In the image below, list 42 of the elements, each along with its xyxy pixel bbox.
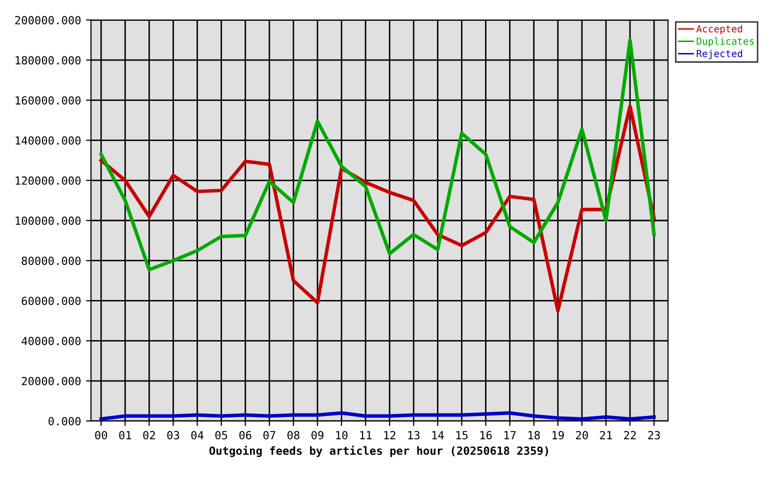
y-tick-label: 60000.000 [22, 296, 81, 306]
y-tick-label: 140000.000 [16, 136, 81, 145]
x-tick-label: 02 [143, 430, 155, 440]
y-tick-label: 80000.000 [22, 256, 81, 266]
line-series [99, 104, 656, 312]
x-tick-label: 16 [480, 430, 492, 440]
y-tick-label: 200000.000 [15, 16, 81, 24]
x-tick-label: 00 [95, 430, 108, 440]
x-tick-label: 23 [648, 430, 660, 440]
x-tick-label: 05 [215, 430, 228, 440]
x-tick-label: 21 [600, 430, 612, 440]
x-tick-label: 03 [167, 430, 180, 440]
x-tick-label: 01 [119, 430, 132, 440]
y-tick-label: 40000.000 [22, 336, 81, 346]
x-tick-label: 13 [408, 430, 420, 440]
x-tick-label: 11 [360, 431, 372, 440]
legend-label: Rejected [696, 50, 742, 60]
x-tick-label: 17 [504, 431, 516, 440]
x-tick-label: 19 [552, 430, 564, 440]
y-tick-label: 0.000 [48, 417, 81, 426]
x-tick-label: 09 [312, 430, 324, 440]
x-tick-label: 15 [456, 431, 468, 440]
y-tick-label: 100000.000 [16, 216, 81, 225]
y-tick-label: 180000.000 [16, 56, 81, 65]
y-tick-label: 20000.000 [22, 376, 81, 386]
line-series [99, 411, 656, 421]
line-series [99, 38, 656, 272]
x-tick-label: 06 [239, 430, 252, 440]
y-tick-label: 120000.000 [16, 176, 81, 185]
x-tick-label: 22 [624, 430, 636, 440]
x-tick-label: 20 [576, 430, 588, 440]
x-tick-label: 10 [336, 430, 348, 440]
x-tick-label: 18 [528, 430, 540, 440]
legend-label: Accepted [696, 24, 742, 34]
x-tick-label: 07 [263, 430, 276, 440]
x-tick-label: 08 [287, 430, 300, 440]
x-tick-label: 12 [384, 430, 396, 440]
x-tick-label: 04 [191, 430, 204, 440]
y-tick-label: 160000.000 [16, 96, 81, 105]
x-tick-label: 14 [432, 431, 444, 440]
legend-label: Duplicates [696, 37, 754, 47]
x-axis-title: Outgoing feeds by articles per hour (20250618 2359) [209, 446, 548, 458]
